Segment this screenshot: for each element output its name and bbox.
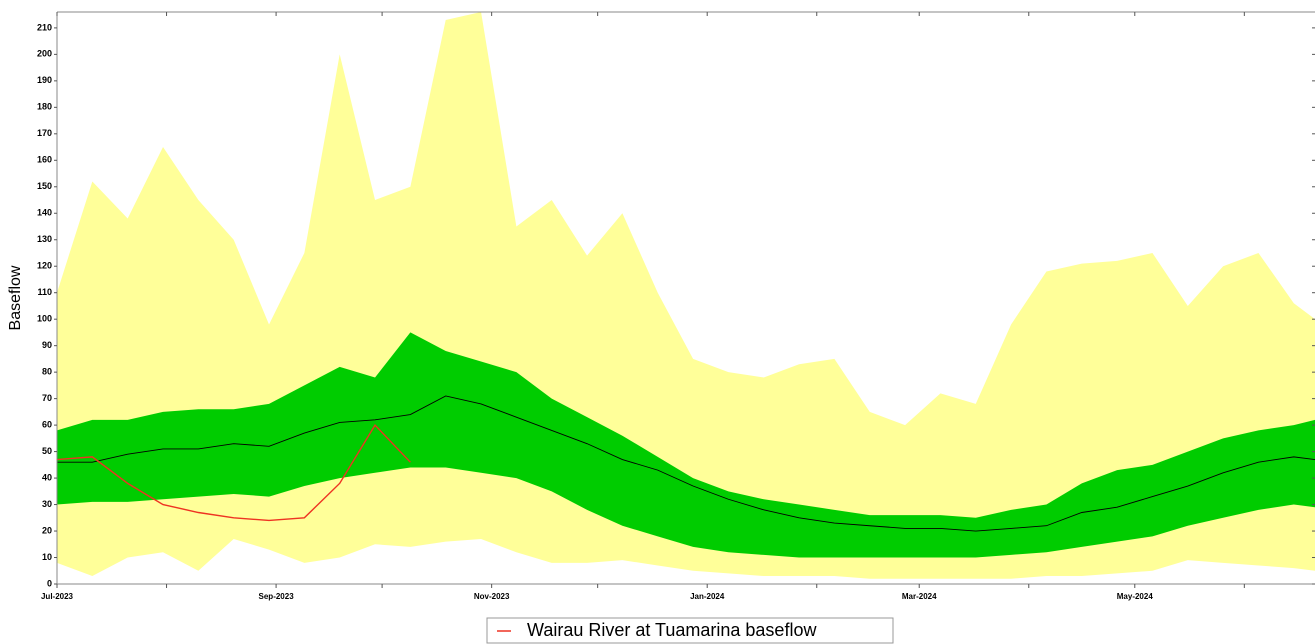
line (57, 395, 1315, 532)
y-tick-label: 40 (42, 472, 52, 482)
y-tick-label: 20 (42, 525, 52, 535)
x-tick-label: Sep-2023 (259, 592, 295, 601)
y-tick-label: 140 (37, 208, 52, 218)
y-tick-label: 180 (37, 102, 52, 112)
x-tick-label: Mar-2024 (902, 592, 937, 601)
line (57, 423, 411, 522)
legend-label: Wairau River at Tuamarina baseflow (527, 620, 817, 640)
y-tick-label: 50 (42, 446, 52, 456)
x-tick-label: May-2024 (1117, 592, 1154, 601)
plot-area (57, 12, 1315, 579)
y-tick-label: 100 (37, 314, 52, 324)
y-tick-label: 30 (42, 499, 52, 509)
y-tick-label: 0 (47, 578, 52, 588)
y-tick-label: 160 (37, 155, 52, 165)
y-tick-label: 60 (42, 419, 52, 429)
band (57, 332, 1315, 558)
y-tick-label: 190 (37, 75, 52, 85)
y-tick-label: 120 (37, 261, 52, 271)
y-tick-label: 130 (37, 234, 52, 244)
y-tick-label: 170 (37, 128, 52, 138)
y-tick-label: 110 (37, 287, 52, 297)
x-tick-label: Nov-2023 (474, 592, 510, 601)
x-tick-label: Jan-2024 (690, 592, 725, 601)
x-tick-label: Jul-2023 (41, 592, 74, 601)
y-tick-label: 10 (42, 552, 52, 562)
y-tick-label: 80 (42, 367, 52, 377)
legend (486, 617, 894, 644)
y-tick-label: 150 (37, 181, 52, 191)
y-tick-label: 90 (42, 340, 52, 350)
y-tick-label: 210 (37, 22, 52, 32)
y-tick-label: 70 (42, 393, 52, 403)
y-axis-label: Baseflow (7, 265, 24, 330)
y-tick-label: 200 (37, 49, 52, 59)
